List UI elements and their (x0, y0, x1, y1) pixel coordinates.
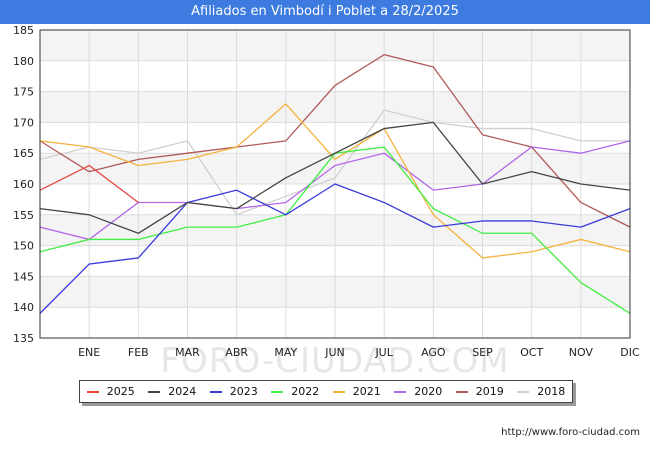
x-tick-label: AGO (421, 346, 446, 359)
legend: 2025 2024 2023 2022 2021 2020 2019 2018 (79, 380, 573, 403)
y-tick-label: 135 (13, 332, 34, 345)
legend-label: 2022 (291, 385, 320, 398)
legend-swatch (209, 390, 222, 393)
legend-item-2019: 2019 (455, 385, 504, 398)
x-tick-label: MAR (175, 346, 200, 359)
legend-label: 2018 (537, 385, 566, 398)
x-tick-label: FEB (128, 346, 149, 359)
legend-item-2025: 2025 (86, 385, 135, 398)
y-axis-ticks: 135 140 145 150 155 160 165 170 175 180 185 (13, 24, 34, 345)
x-tick-label: DIC (620, 346, 640, 359)
y-tick-label: 175 (13, 86, 34, 99)
x-tick-label: NOV (569, 346, 594, 359)
legend-swatch (86, 390, 99, 393)
legend-swatch (394, 390, 407, 393)
legend-label: 2023 (229, 385, 258, 398)
series-line-2021 (39, 103, 631, 259)
series-line-2024 (39, 121, 631, 234)
x-tick-label: JUN (324, 346, 345, 359)
legend-item-2024: 2024 (148, 385, 196, 398)
y-tick-label: 140 (13, 301, 34, 314)
plot-frame (39, 29, 631, 339)
y-tick-label: 165 (13, 147, 34, 160)
x-tick-label: OCT (520, 346, 543, 359)
x-tick-label: SEP (472, 346, 493, 359)
legend-swatch (271, 390, 284, 393)
legend-swatch (332, 390, 345, 393)
x-tick-label: ENE (78, 346, 100, 359)
y-tick-label: 160 (13, 178, 34, 191)
legend-swatch (517, 390, 530, 393)
x-tick-label: JUL (374, 346, 393, 359)
legend-item-2020: 2020 (394, 385, 442, 398)
legend-label: 2025 (106, 385, 135, 398)
legend-item-2021: 2021 (332, 385, 381, 398)
series-line-2025 (39, 164, 139, 203)
x-tick-label: ABR (225, 346, 248, 359)
y-tick-label: 150 (13, 240, 34, 253)
legend-item-2022: 2022 (271, 385, 319, 398)
series-lines (39, 53, 631, 314)
chart-title: Afiliados en Vimbodí i Poblet a 28/2/202… (0, 0, 650, 24)
legend-label: 2021 (352, 385, 381, 398)
series-line-2018 (39, 109, 630, 216)
legend-item-2023: 2023 (209, 385, 258, 398)
legend-label: 2020 (414, 385, 443, 398)
source-credit: http://www.foro-ciudad.com (501, 427, 640, 438)
watermark: FORO-CIUDAD.COM (160, 341, 509, 381)
y-tick-label: 170 (13, 116, 34, 129)
legend-swatch (455, 390, 468, 393)
legend-item-2018: 2018 (517, 385, 565, 398)
y-tick-label: 145 (13, 270, 34, 283)
legend-swatch (148, 390, 161, 393)
y-tick-label: 155 (13, 209, 34, 222)
y-tick-label: 180 (13, 55, 34, 68)
legend-label: 2019 (475, 385, 504, 398)
legend-label: 2024 (168, 385, 197, 398)
series-line-2023 (39, 183, 631, 314)
x-axis-ticks: ENE FEB MAR ABR MAY JUN JUL AGO SEP OCT NOV DIC (78, 346, 640, 359)
y-tick-label: 185 (13, 24, 34, 37)
x-tick-label: MAY (274, 346, 297, 359)
